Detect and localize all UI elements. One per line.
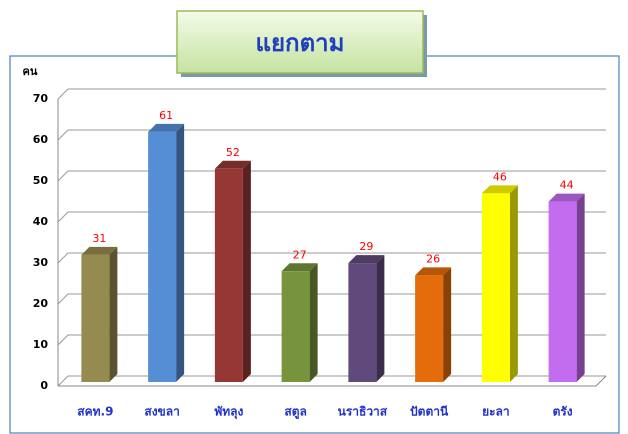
- bar-top: [148, 123, 185, 132]
- grid-line: [57, 252, 606, 264]
- x-tick-label: ยะลา: [482, 405, 510, 419]
- bar-side: [509, 185, 518, 382]
- title-box: [176, 10, 424, 74]
- x-tick-label: นราธิวาส: [338, 405, 388, 419]
- bar: [148, 131, 177, 382]
- bar-side: [176, 123, 185, 383]
- bar-side: [376, 255, 385, 382]
- bar-top: [548, 193, 585, 202]
- y-tick-label: 50: [33, 174, 49, 187]
- bar: [281, 271, 310, 382]
- y-tick-label: 60: [33, 133, 49, 146]
- value-label: 27: [293, 248, 307, 261]
- x-tick-label: ปัตตานี: [410, 405, 449, 419]
- value-label: 61: [159, 109, 173, 122]
- bar: [348, 263, 377, 382]
- bar-side: [109, 246, 118, 382]
- bar-side: [242, 160, 251, 382]
- x-tick-label: สตูล: [284, 405, 306, 420]
- bar: [81, 254, 110, 382]
- y-tick-label: 40: [33, 215, 49, 228]
- bar-top: [81, 246, 118, 255]
- y-tick-label: 70: [33, 92, 49, 105]
- bar-side: [443, 267, 452, 382]
- bar: [548, 201, 577, 382]
- y-tick-label: 0: [40, 379, 48, 392]
- x-tick-label: ตรัง: [553, 405, 573, 419]
- x-tick-label: สคท.9: [77, 405, 113, 419]
- y-tick-label: 30: [33, 256, 49, 269]
- x-tick-label: พัทลุง: [214, 405, 243, 420]
- bar: [415, 275, 444, 382]
- grid-line: [57, 88, 606, 100]
- x-tick-label: สงขลา: [144, 405, 179, 419]
- bar: [481, 193, 510, 382]
- bar-top: [415, 267, 452, 276]
- bar-top: [281, 263, 318, 272]
- value-label: 26: [426, 252, 440, 265]
- bar-top: [348, 255, 385, 264]
- value-label: 46: [493, 170, 507, 183]
- bar-side: [576, 193, 585, 382]
- value-label: 52: [226, 146, 240, 159]
- bar-side: [309, 263, 318, 382]
- floor: [58, 375, 607, 387]
- chart-title: แยกตาม: [256, 29, 345, 57]
- bar: [214, 168, 243, 382]
- grid-line: [57, 129, 606, 141]
- bar-top: [214, 160, 251, 169]
- bar-top: [481, 185, 518, 194]
- value-label: 44: [560, 179, 574, 192]
- grid-line: [57, 170, 606, 182]
- grid-line: [57, 211, 606, 223]
- value-label: 31: [92, 232, 106, 245]
- y-axis-label: คน: [23, 65, 38, 78]
- y-tick-label: 20: [33, 297, 49, 310]
- y-tick-label: 10: [33, 338, 49, 351]
- value-label: 29: [359, 240, 373, 253]
